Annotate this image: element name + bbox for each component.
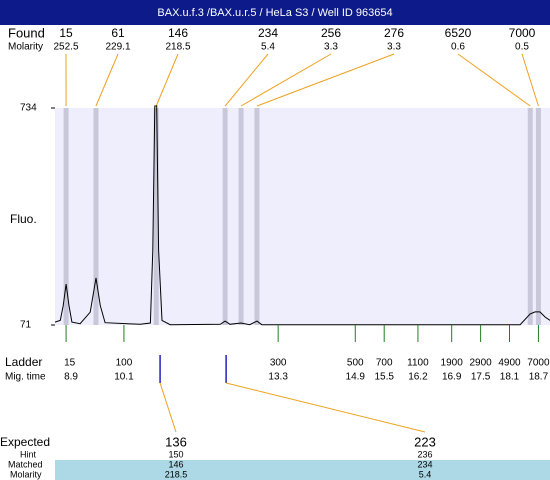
found-molarity: 0.6 [451,42,465,53]
found-band [153,108,159,325]
found-band [63,108,69,325]
ladder-size: 7000 [527,358,550,369]
found-band [238,108,244,325]
ladder-size: 700 [376,358,393,369]
ladder-time: 15.5 [374,372,394,383]
ladder-time: 18.7 [529,372,549,383]
found-size: 15 [59,26,73,40]
matched-value: 146 [168,459,183,469]
ladder-size: 100 [116,358,133,369]
ladder-time: 13.3 [268,372,288,383]
ladder-time: 16.9 [442,372,462,383]
expected-link [159,382,177,433]
found-molarity: 229.1 [105,42,130,53]
ladder-size: 500 [347,358,364,369]
ladder-time: 16.2 [408,372,428,383]
found-link [256,53,395,107]
trace [54,105,550,326]
ladder-label: Ladder [5,355,42,369]
found-size: 256 [321,26,341,40]
found-size: 276 [384,26,404,40]
y-tick-label: 71 [20,320,32,331]
ladder-time: 10.1 [114,372,134,383]
matched-label: Matched [8,459,43,469]
found-link [95,53,119,107]
expected-label: Expected [0,435,50,449]
molarity-row-label: Molarity [10,469,42,479]
expected-size: 136 [165,434,187,449]
expected-size: 223 [414,434,436,449]
found-molarity: 0.5 [515,42,529,53]
ladder-size: 1100 [407,358,429,369]
found-band [222,108,228,325]
found-band [535,108,541,325]
found-link [224,53,269,107]
ladder-time: 14.9 [346,372,366,383]
found-molarity: 218.5 [165,42,190,53]
y-tick-label: 734 [20,103,37,114]
ladder-size: 300 [270,358,287,369]
found-band [93,108,99,325]
expected-link [225,382,426,433]
ladder-size: 15 [64,358,76,369]
found-size: 234 [258,26,278,40]
mig-time-label: Mig. time [5,372,46,383]
found-molarity: 3.3 [324,42,338,53]
found-band [254,108,260,325]
hint-value: 236 [417,449,432,459]
ladder-time: 17.5 [471,372,491,383]
ladder-size: 1900 [441,358,464,369]
found-label: Found [8,25,45,40]
found-size: 6520 [445,26,472,40]
found-molarity: 252.5 [53,42,78,53]
matched-bg [55,460,550,480]
ladder-time: 18.1 [500,372,520,383]
ladder-size: 4900 [498,358,521,369]
y-label: Fluo. [10,212,37,226]
found-molarity: 5.4 [261,42,275,53]
header-bar [0,0,550,25]
hint-value: 150 [168,449,183,459]
found-molarity: 3.3 [387,42,401,53]
found-size: 61 [111,26,125,40]
found-link [457,53,531,107]
found-link [155,53,179,107]
found-band [527,108,533,325]
found-link [521,53,539,107]
ladder-size: 2900 [469,358,492,369]
found-link [240,53,332,107]
matched-value: 234 [417,459,432,469]
molarity-value: 5.4 [419,469,432,479]
header-title: BAX.u.f.3 /BAX.u.r.5 / HeLa S3 / Well ID… [157,7,392,19]
ladder-time: 8.9 [64,372,78,383]
molarity-value: 218.5 [165,469,188,479]
hint-label: Hint [20,449,37,459]
molarity-label: Molarity [8,42,43,53]
plot-area [55,108,550,325]
found-size: 7000 [509,26,536,40]
found-size: 146 [168,26,188,40]
